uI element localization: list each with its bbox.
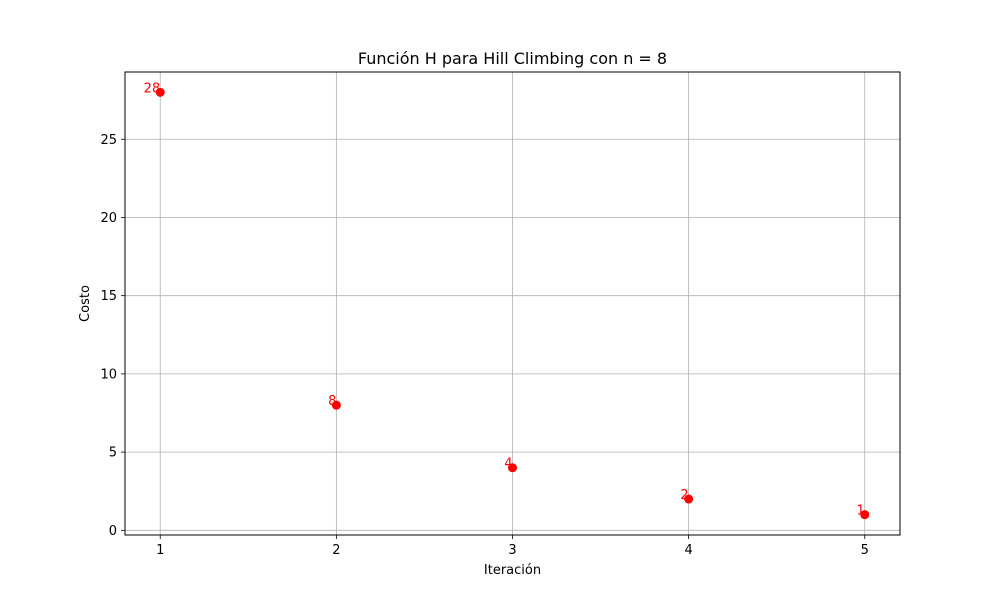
y-tick-label: 5 [109, 446, 117, 461]
x-tick-label: 1 [156, 543, 164, 558]
y-grid [125, 138, 900, 531]
y-tick-label: 20 [100, 211, 117, 226]
x-grid [159, 72, 866, 535]
x-tick-label: 4 [684, 543, 692, 558]
y-tick-label: 15 [100, 289, 117, 304]
data-point [508, 463, 517, 473]
data-label: 28 [144, 81, 161, 96]
x-axis-label: Iteración [484, 563, 541, 578]
y-tick-label: 10 [100, 367, 117, 382]
data-label: 1 [856, 504, 864, 519]
chart-title: Función H para Hill Climbing con n = 8 [358, 49, 667, 68]
data-point [860, 510, 870, 520]
x-axis-ticks: 1 2 3 4 5 [156, 535, 869, 558]
x-tick-label: 2 [332, 543, 340, 558]
plot-frame [124, 71, 901, 536]
y-axis-ticks: 0 5 10 15 20 25 [100, 133, 125, 539]
data-labels: 28 8 4 2 1 [144, 81, 865, 518]
y-axis-label: Costo [78, 285, 93, 322]
y-tick-label: 0 [109, 524, 117, 539]
data-point [155, 87, 165, 97]
data-label: 8 [328, 394, 336, 409]
x-tick-label: 5 [861, 543, 869, 558]
data-label: 4 [504, 457, 512, 472]
y-tick-label: 25 [100, 133, 117, 148]
x-tick-label: 3 [508, 543, 516, 558]
data-label: 2 [680, 488, 688, 503]
data-point [331, 400, 341, 410]
data-point [684, 494, 694, 504]
data-points [155, 87, 870, 520]
